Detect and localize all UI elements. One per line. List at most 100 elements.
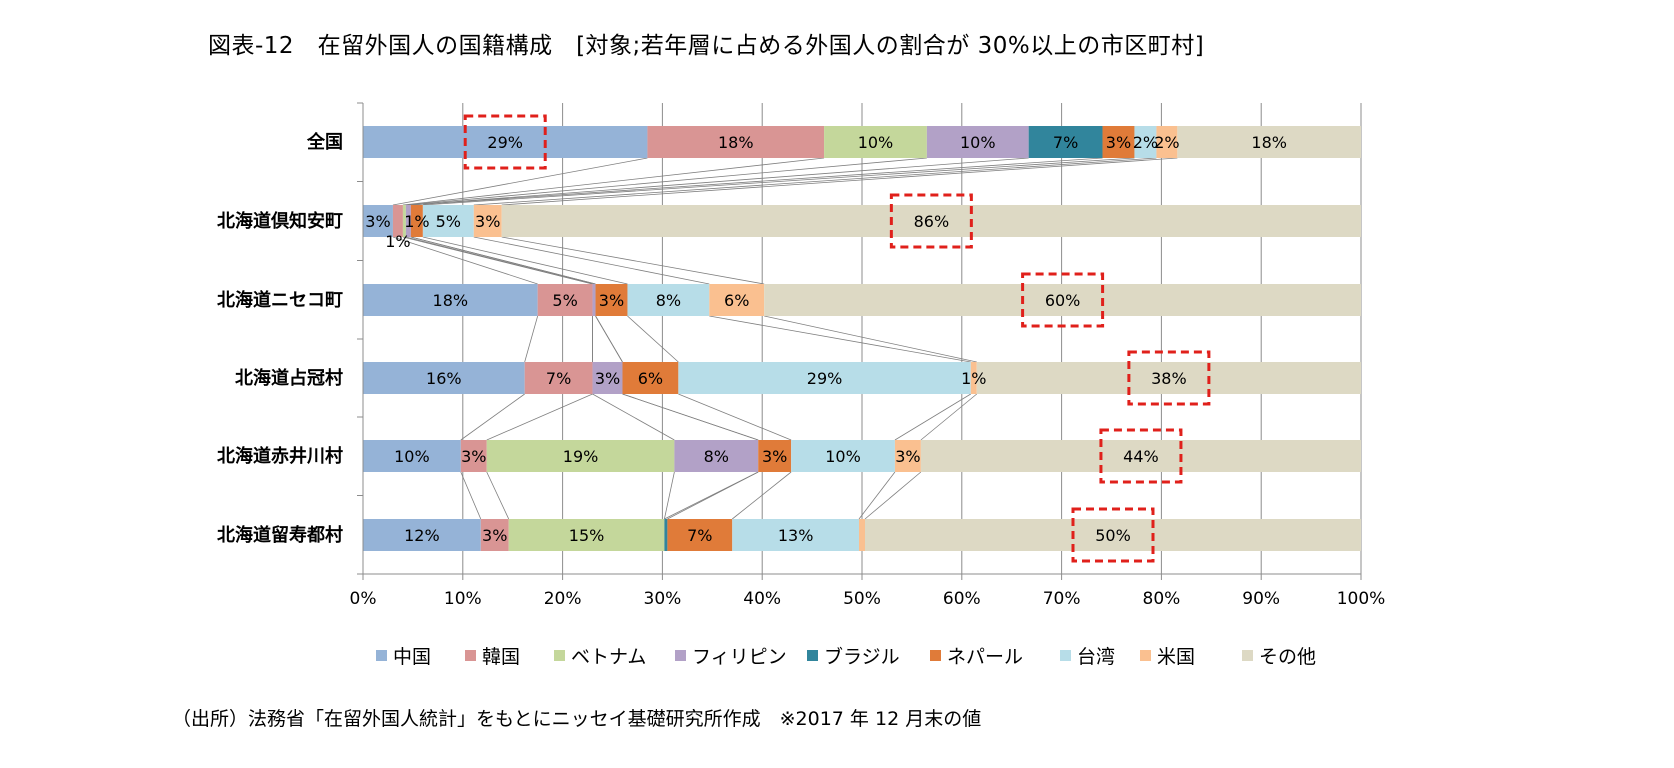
- bar-segment: [864, 519, 1361, 551]
- data-label: 10%: [858, 133, 894, 152]
- bar-segment: [410, 205, 423, 237]
- bar-segment: [764, 284, 1361, 316]
- bar-segment: [508, 519, 665, 551]
- highlight-box: [1127, 350, 1211, 406]
- bar-segment: [791, 440, 895, 472]
- data-label: 3%: [595, 369, 620, 388]
- category-label: 北海道倶知安町: [217, 210, 343, 232]
- legend-item: ベトナム: [554, 642, 646, 669]
- bar-segment: [709, 284, 765, 316]
- connector-line: [524, 315, 539, 363]
- data-label: 18%: [433, 291, 469, 310]
- category-label: 北海道留寿都村: [217, 524, 343, 546]
- data-label: 29%: [807, 369, 843, 388]
- data-label: 5%: [436, 212, 461, 231]
- data-label: 3%: [461, 447, 486, 466]
- bar-segment: [392, 205, 403, 237]
- bar-segment: [1028, 126, 1103, 158]
- data-label: 15%: [569, 526, 605, 545]
- legend-swatch: [1242, 650, 1253, 661]
- connector-line: [422, 157, 1135, 206]
- connector-line: [405, 236, 593, 285]
- bar-segment: [926, 126, 1029, 158]
- bar-segment: [486, 440, 675, 472]
- legend-label: 韓国: [482, 646, 521, 668]
- bar-segment: [674, 440, 759, 472]
- data-labels: 29% 18% 10% 10% 7% 3% 2%2% 18%3%1%1% 5% 3% 86%18% 5…: [365, 133, 1287, 545]
- legend-swatch: [1140, 650, 1151, 661]
- highlight-box: [1099, 428, 1183, 484]
- highlight-box: [889, 193, 973, 249]
- connector-line: [622, 393, 759, 441]
- bar-segment: [1156, 126, 1178, 158]
- bar-segment: [976, 362, 1361, 394]
- data-label: 3%: [599, 291, 624, 310]
- data-label: 18%: [718, 133, 754, 152]
- connector-line: [667, 471, 759, 520]
- data-label: 2%: [1154, 133, 1179, 152]
- bar-segment: [732, 519, 860, 551]
- bar-segment: [920, 440, 1361, 472]
- bar-segment: [622, 362, 679, 394]
- legend-label: ベトナム: [571, 646, 647, 668]
- bar-segment: [678, 362, 971, 394]
- connector-line: [486, 471, 510, 520]
- x-tick-label: 10%: [444, 589, 482, 609]
- connector-line: [501, 157, 1178, 206]
- bar-segment: [667, 519, 733, 551]
- connector-line: [595, 315, 623, 363]
- legend-label: フィリピン: [692, 646, 787, 668]
- bar-segment: [859, 519, 865, 551]
- bar-segment: [894, 440, 921, 472]
- legend-swatch: [376, 650, 387, 661]
- data-label: 7%: [546, 369, 571, 388]
- x-tick-label: 90%: [1242, 589, 1280, 609]
- data-label: 44%: [1123, 447, 1159, 466]
- x-tick-label: 100%: [1337, 589, 1386, 609]
- legend-label: 台湾: [1077, 646, 1116, 668]
- connector-line: [392, 236, 538, 285]
- legend-swatch: [1060, 650, 1071, 661]
- data-label: 16%: [426, 369, 462, 388]
- data-label: 6%: [638, 369, 663, 388]
- connector-line: [678, 393, 792, 441]
- connector-line: [764, 315, 977, 363]
- connector-line: [402, 157, 825, 206]
- data-label: 3%: [482, 526, 507, 545]
- data-label: 7%: [1053, 133, 1078, 152]
- bar-segment: [480, 519, 509, 551]
- bar-segment: [592, 362, 623, 394]
- connector-line: [732, 471, 792, 520]
- legend-item: フィリピン: [675, 642, 787, 669]
- legend-swatch: [930, 650, 941, 661]
- data-label: 29%: [487, 133, 523, 152]
- legend-label: ブラジル: [824, 646, 900, 668]
- x-tick-label: 80%: [1143, 589, 1181, 609]
- bar-segment: [402, 205, 406, 237]
- source-note: （出所）法務省「在留外国人統計」をもとにニッセイ基礎研究所作成 ※2017 年 …: [172, 708, 982, 730]
- legend-label: 米国: [1157, 646, 1196, 668]
- connector-line: [410, 157, 1103, 206]
- data-label: 12%: [404, 526, 440, 545]
- bar-segment: [524, 362, 593, 394]
- bar-segment: [595, 284, 628, 316]
- legend-item: 韓国: [465, 642, 520, 669]
- connector-line: [405, 157, 927, 206]
- bar-segment: [647, 126, 825, 158]
- legend-label: 中国: [393, 646, 432, 668]
- connector-line: [709, 315, 971, 363]
- bar-segment: [363, 126, 648, 158]
- bar-segment: [501, 205, 1361, 237]
- data-label: 1%: [961, 369, 986, 388]
- x-tick-label: 20%: [544, 589, 582, 609]
- series-connector-lines: [392, 157, 1178, 520]
- highlight-boxes: [463, 114, 1211, 563]
- bar-segment: [363, 205, 393, 237]
- highlight-box: [463, 114, 547, 170]
- data-label: 3%: [895, 447, 920, 466]
- legend-label: その他: [1259, 646, 1317, 668]
- bar-segment: [460, 440, 487, 472]
- bar-segment: [758, 440, 792, 472]
- data-label: 3%: [762, 447, 787, 466]
- legend-item: その他: [1242, 642, 1316, 669]
